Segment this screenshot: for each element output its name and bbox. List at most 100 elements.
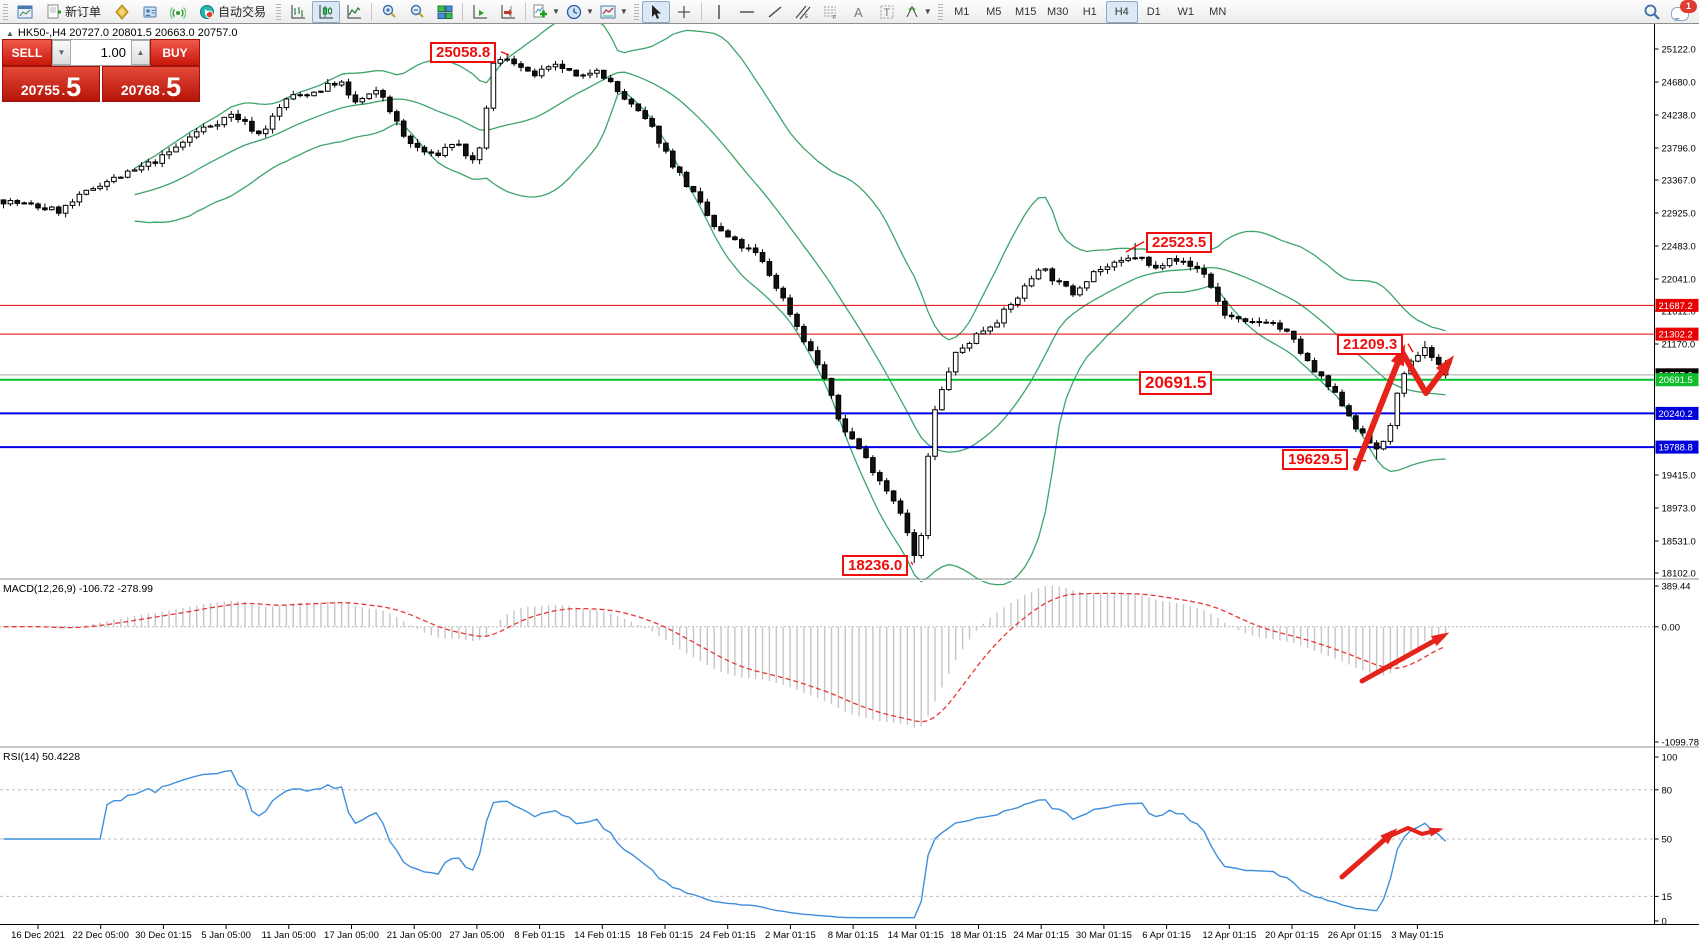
line-chart-icon bbox=[347, 4, 362, 18]
drawn-arrow-head bbox=[1431, 632, 1450, 647]
volume-up-button[interactable]: ▲ bbox=[131, 40, 150, 65]
crosshair-icon bbox=[677, 5, 690, 18]
new-order-icon bbox=[47, 4, 61, 18]
svg-text:23367.0: 23367.0 bbox=[1662, 176, 1696, 187]
drawn-arrow[interactable] bbox=[1353, 349, 1405, 471]
zoom-in-icon bbox=[382, 4, 396, 18]
svg-text:14 Mar 01:15: 14 Mar 01:15 bbox=[888, 930, 944, 941]
timeframe-MN[interactable]: MN bbox=[1209, 5, 1227, 18]
chart-title: ▲ HK50-,H4 20727.0 20801.5 20663.0 20757… bbox=[6, 27, 238, 39]
text-label-icon: T bbox=[880, 5, 894, 19]
horizontal-line-button[interactable] bbox=[733, 1, 761, 23]
bollinger-band-u bbox=[134, 17, 1446, 341]
arrows-button[interactable]: ▼ bbox=[901, 1, 935, 23]
svg-text:21612.0: 21612.0 bbox=[1662, 307, 1696, 318]
timeframe-W1[interactable]: W1 bbox=[1177, 5, 1194, 18]
text-button[interactable]: A bbox=[845, 1, 873, 23]
drawn-arrow-head bbox=[1435, 355, 1455, 377]
indicators-button[interactable]: ▼ bbox=[529, 1, 563, 23]
signals-button[interactable] bbox=[164, 1, 192, 23]
indicators-icon bbox=[533, 4, 548, 17]
timeframe-H1[interactable]: H1 bbox=[1082, 5, 1097, 18]
channel-icon: E bbox=[795, 5, 811, 20]
notifications-button[interactable]: 1 bbox=[1671, 0, 1697, 21]
rsi-line bbox=[3, 769, 1447, 919]
macd-axis-label: 0.00 bbox=[1662, 622, 1681, 633]
timeframe-H4[interactable]: H4 bbox=[1105, 0, 1138, 23]
autotrade-icon bbox=[200, 4, 215, 19]
community-button[interactable] bbox=[108, 1, 136, 23]
price-axis[interactable]: 25122.0 24680.0 24238.0 23796.0 23367.0 22925… bbox=[1654, 45, 1696, 580]
svg-text:20240.2: 20240.2 bbox=[1659, 409, 1693, 420]
axis-badge-19788.8: 19788.8 bbox=[1655, 440, 1699, 454]
drawn-arrow[interactable] bbox=[1399, 349, 1452, 396]
axis-badge-20691.5: 20691.5 bbox=[1655, 373, 1699, 387]
price-annotation[interactable]: 25058.8 bbox=[430, 42, 497, 64]
svg-text:18973.0: 18973.0 bbox=[1662, 503, 1696, 514]
time-axis[interactable]: 16 Dec 2021 22 Dec 05:00 30 Dec 01:15 5 Jan… bbox=[11, 924, 1444, 942]
profile-button[interactable] bbox=[136, 1, 164, 23]
svg-text:T: T bbox=[883, 7, 890, 19]
community-icon bbox=[115, 3, 129, 20]
svg-text:2 Mar 01:15: 2 Mar 01:15 bbox=[765, 930, 816, 941]
bar-chart-button[interactable] bbox=[284, 1, 312, 23]
timeframe-M5[interactable]: M5 bbox=[986, 5, 1002, 18]
drawn-arrow[interactable] bbox=[1339, 830, 1395, 880]
zoom-out-button[interactable] bbox=[403, 1, 431, 23]
price-annotation[interactable]: 18236.0 bbox=[842, 555, 909, 577]
auto-scroll-icon bbox=[473, 4, 488, 18]
svg-text:21302.2: 21302.2 bbox=[1659, 330, 1693, 341]
timeframe-M30[interactable]: M30 bbox=[1047, 5, 1069, 18]
timeframe-M1[interactable]: M1 bbox=[954, 5, 970, 18]
templates-button[interactable]: ▼ bbox=[597, 1, 631, 23]
periods-caret: ▼ bbox=[585, 7, 594, 16]
volume-input[interactable] bbox=[71, 40, 131, 65]
indicators-caret: ▼ bbox=[552, 7, 560, 16]
vertical-line-button[interactable] bbox=[705, 1, 733, 23]
autotrade-button[interactable]: 自动交易 bbox=[192, 1, 273, 23]
price-annotation[interactable]: 21209.3 bbox=[1337, 334, 1404, 356]
trendline-icon bbox=[768, 5, 782, 18]
svg-text:22041.0: 22041.0 bbox=[1662, 274, 1696, 285]
timeframe-M15[interactable]: M15 bbox=[1015, 5, 1037, 18]
price-annotation[interactable]: 19629.5 bbox=[1282, 449, 1349, 471]
cursor-button[interactable] bbox=[641, 0, 670, 23]
trendline-button[interactable] bbox=[761, 1, 789, 23]
volume-down-button[interactable]: ▼ bbox=[52, 40, 71, 65]
svg-text:17 Jan 05:00: 17 Jan 05:00 bbox=[324, 930, 379, 941]
svg-text:20 Apr 01:15: 20 Apr 01:15 bbox=[1265, 930, 1319, 941]
channel-button[interactable]: E bbox=[789, 1, 817, 23]
svg-text:24 Feb 01:15: 24 Feb 01:15 bbox=[700, 930, 756, 941]
fibonacci-button[interactable]: F bbox=[817, 1, 845, 23]
svg-text:22 Dec 05:00: 22 Dec 05:00 bbox=[72, 930, 129, 941]
text-label-button[interactable]: T bbox=[873, 1, 901, 23]
chart-window-button[interactable] bbox=[11, 1, 39, 23]
chart-shift-button[interactable] bbox=[494, 1, 522, 23]
text-icon: A bbox=[854, 5, 863, 20]
periods-icon bbox=[566, 4, 582, 19]
timeframe-D1[interactable]: D1 bbox=[1146, 5, 1161, 18]
buy-button[interactable]: BUY bbox=[150, 39, 200, 66]
annotation-connector bbox=[1125, 241, 1145, 253]
line-chart-button[interactable] bbox=[340, 1, 368, 23]
auto-scroll-button[interactable] bbox=[466, 1, 494, 23]
drawn-arrow[interactable] bbox=[1359, 633, 1446, 684]
new-order-button[interactable]: 新订单 bbox=[39, 1, 108, 23]
macd-axis-label: -1099.78 bbox=[1662, 738, 1699, 749]
sell-button[interactable]: SELL bbox=[2, 39, 52, 66]
search-icon[interactable] bbox=[1643, 3, 1661, 21]
sell-price[interactable]: 20755. 5 bbox=[2, 66, 100, 102]
price-annotation[interactable]: 20691.5 bbox=[1139, 371, 1213, 395]
zoom-in-button[interactable] bbox=[375, 1, 403, 23]
tile-windows-button[interactable] bbox=[431, 1, 459, 23]
crosshair-button[interactable] bbox=[670, 1, 698, 23]
periods-button[interactable]: ▼ bbox=[563, 1, 597, 23]
price-annotation[interactable]: 22523.5 bbox=[1146, 232, 1213, 254]
svg-text:24238.0: 24238.0 bbox=[1662, 110, 1696, 121]
candlestick-button[interactable] bbox=[312, 0, 341, 23]
svg-text:19415.0: 19415.0 bbox=[1662, 470, 1696, 481]
fibonacci-icon: F bbox=[823, 6, 836, 20]
buy-price[interactable]: 20768. 5 bbox=[102, 66, 200, 102]
